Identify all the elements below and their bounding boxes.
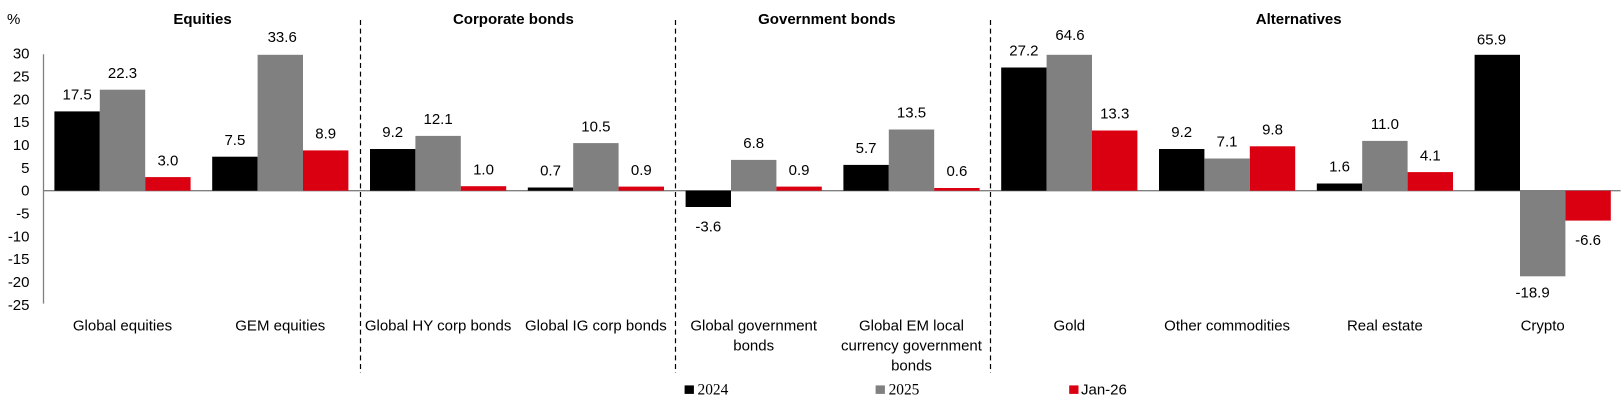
svg-text:6.8: 6.8 — [743, 135, 764, 152]
svg-text:2025: 2025 — [889, 381, 920, 398]
svg-text:30: 30 — [13, 46, 30, 63]
svg-text:5: 5 — [21, 160, 29, 177]
svg-text:0.9: 0.9 — [789, 162, 810, 179]
svg-text:%: % — [7, 11, 20, 28]
svg-text:9.2: 9.2 — [1171, 124, 1192, 141]
svg-text:65.9: 65.9 — [1477, 32, 1506, 49]
svg-text:11.0: 11.0 — [1371, 116, 1399, 133]
svg-text:Corporate bonds: Corporate bonds — [453, 11, 574, 28]
svg-text:bonds: bonds — [891, 358, 932, 375]
svg-text:Global HY corp bonds: Global HY corp bonds — [365, 318, 511, 335]
svg-text:Global equities: Global equities — [73, 318, 172, 335]
svg-text:25: 25 — [13, 69, 30, 86]
svg-text:-20: -20 — [8, 274, 30, 291]
svg-text:8.9: 8.9 — [315, 126, 336, 143]
svg-text:0: 0 — [21, 183, 29, 200]
svg-text:Jan-26: Jan-26 — [1081, 381, 1127, 398]
svg-text:GEM equities: GEM equities — [235, 318, 325, 335]
svg-text:bonds: bonds — [733, 338, 774, 355]
svg-text:20: 20 — [13, 91, 30, 108]
svg-text:Global IG corp bonds: Global IG corp bonds — [525, 318, 667, 335]
svg-text:Global government: Global government — [690, 318, 818, 335]
svg-text:13.3: 13.3 — [1100, 106, 1129, 123]
svg-text:22.3: 22.3 — [108, 65, 137, 82]
svg-text:7.5: 7.5 — [224, 132, 245, 149]
svg-text:-18.9: -18.9 — [1515, 285, 1549, 302]
svg-text:17.5: 17.5 — [62, 87, 91, 104]
svg-text:10.5: 10.5 — [581, 118, 610, 135]
svg-text:Other commodities: Other commodities — [1164, 318, 1290, 335]
svg-text:7.1: 7.1 — [1217, 134, 1238, 151]
svg-text:0.9: 0.9 — [631, 162, 652, 179]
svg-text:-10: -10 — [8, 228, 30, 245]
svg-text:0.7: 0.7 — [540, 163, 561, 180]
svg-text:1.0: 1.0 — [473, 161, 494, 178]
svg-text:4.1: 4.1 — [1420, 147, 1441, 164]
svg-text:15: 15 — [13, 114, 30, 131]
svg-text:Real estate: Real estate — [1347, 318, 1423, 335]
svg-text:1.6: 1.6 — [1329, 159, 1350, 176]
svg-text:Crypto: Crypto — [1521, 318, 1565, 335]
svg-text:-5: -5 — [16, 206, 29, 223]
svg-text:5.7: 5.7 — [856, 140, 877, 157]
svg-text:13.5: 13.5 — [897, 105, 926, 122]
svg-text:Government bonds: Government bonds — [758, 11, 896, 28]
svg-text:Alternatives: Alternatives — [1256, 11, 1342, 28]
svg-text:9.2: 9.2 — [382, 124, 403, 141]
svg-text:-6.6: -6.6 — [1575, 232, 1601, 249]
svg-text:-3.6: -3.6 — [695, 219, 721, 236]
svg-text:9.8: 9.8 — [1262, 122, 1283, 139]
svg-text:3.0: 3.0 — [157, 152, 178, 169]
svg-text:Global EM local: Global EM local — [859, 318, 964, 335]
svg-text:27.2: 27.2 — [1009, 43, 1038, 60]
svg-text:2024: 2024 — [698, 381, 729, 398]
svg-text:12.1: 12.1 — [423, 111, 452, 128]
svg-text:-25: -25 — [8, 297, 30, 314]
svg-text:Equities: Equities — [173, 11, 231, 28]
svg-text:33.6: 33.6 — [268, 29, 297, 46]
svg-text:-15: -15 — [8, 251, 30, 268]
svg-text:64.6: 64.6 — [1055, 27, 1084, 44]
svg-text:currency government: currency government — [841, 338, 983, 355]
svg-text:0.6: 0.6 — [946, 163, 967, 180]
svg-text:10: 10 — [13, 137, 30, 154]
svg-text:Gold: Gold — [1053, 318, 1085, 335]
